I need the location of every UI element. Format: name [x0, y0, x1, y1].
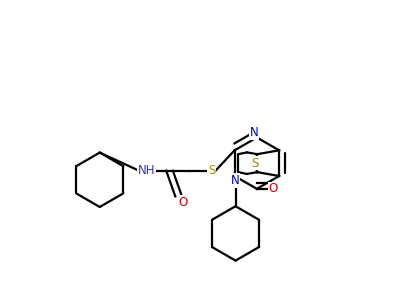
Text: NH: NH [138, 164, 155, 177]
Text: S: S [251, 157, 259, 170]
Text: S: S [208, 164, 215, 177]
Text: N: N [231, 174, 240, 187]
Text: N: N [250, 126, 259, 139]
Text: O: O [269, 182, 278, 195]
Text: O: O [178, 196, 187, 209]
